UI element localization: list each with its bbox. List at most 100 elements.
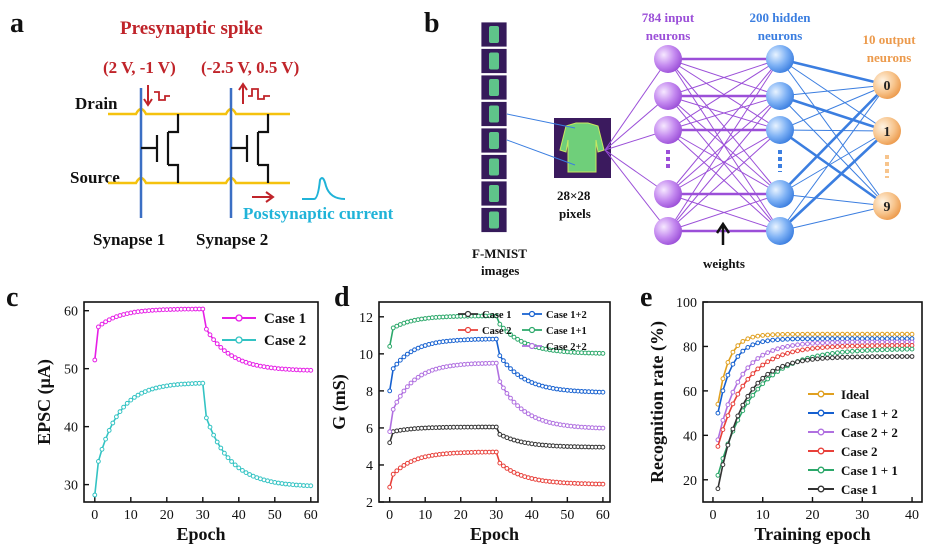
data-point [114, 414, 119, 420]
data-point [103, 436, 108, 442]
data-point [740, 383, 746, 389]
data-point [904, 354, 910, 359]
data-point [815, 331, 820, 337]
y-tick-label: 6 [366, 422, 373, 437]
postsynaptic-label: Postsynaptic current [243, 204, 394, 223]
data-point [874, 347, 880, 353]
series-line [717, 348, 913, 476]
data-point [830, 331, 835, 337]
data-point [745, 393, 751, 399]
x-tick-label: 40 [232, 508, 246, 523]
input-hidden-link [667, 95, 781, 131]
data-point [397, 357, 403, 363]
output-neuron [873, 192, 901, 220]
fmnist-thumb-item [489, 105, 499, 123]
fmnist-thumb-item [489, 211, 499, 229]
data-point [849, 339, 855, 345]
data-point [795, 348, 800, 354]
data-point [810, 346, 815, 351]
data-point [765, 359, 771, 365]
data-point [308, 367, 314, 373]
data-point [869, 343, 875, 349]
data-point [240, 468, 245, 473]
data-point [760, 375, 766, 381]
data-point [497, 353, 503, 359]
data-point [820, 345, 825, 351]
x-axis-label: Training epoch [754, 524, 870, 544]
data-point [511, 369, 517, 375]
data-point [99, 446, 105, 452]
data-point [405, 384, 410, 390]
data-point [715, 486, 721, 492]
data-point [755, 333, 761, 339]
hidden-neuron [766, 217, 794, 245]
legend-marker [235, 314, 243, 322]
hidden-output-link [779, 84, 888, 195]
data-point [760, 333, 766, 338]
data-point [412, 377, 417, 383]
data-point [825, 340, 830, 346]
weights-label: weights [703, 256, 745, 271]
x-axis-label: Epoch [176, 524, 225, 544]
hidden-output-link [779, 94, 888, 133]
data-point [879, 347, 885, 353]
y-tick-label: 80 [683, 340, 697, 355]
data-point [390, 471, 396, 477]
data-point [825, 336, 830, 342]
data-point [725, 372, 731, 378]
data-point [909, 331, 915, 337]
data-point [899, 331, 905, 337]
images-label-1: F-MNIST [472, 246, 527, 261]
fmnist-thumb-item [489, 132, 499, 149]
data-point [785, 350, 790, 356]
input-neuron [654, 116, 682, 144]
hidden-output-link [779, 84, 888, 97]
data-point [222, 450, 227, 456]
y-tick-label: 50 [64, 363, 78, 378]
x-tick-label: 40 [905, 508, 919, 523]
data-point [200, 380, 206, 386]
transistor-2 [231, 114, 270, 183]
legend-marker [464, 310, 472, 318]
down-arrow-icon [143, 85, 153, 107]
legend-label: Case 1 [841, 482, 877, 497]
data-point [770, 348, 776, 353]
data-point [600, 481, 606, 487]
data-point [790, 331, 795, 337]
data-point [800, 336, 805, 342]
data-point [236, 465, 242, 471]
series-line [717, 344, 912, 447]
input-hidden-link [667, 129, 781, 232]
x-tick-label: 0 [709, 508, 716, 523]
input-hidden-link [667, 193, 781, 232]
legend-label: Case 2 [482, 326, 511, 337]
data-point [830, 340, 835, 346]
data-point [894, 347, 900, 352]
data-point [780, 363, 785, 369]
x-tick-label: 50 [560, 508, 574, 523]
input-neuron [654, 180, 682, 208]
data-point [715, 410, 721, 416]
data-point [805, 341, 810, 347]
data-point [765, 376, 771, 382]
data-point [735, 343, 741, 349]
data-point [493, 424, 499, 430]
data-point [755, 356, 761, 361]
data-point [795, 336, 800, 342]
data-point [770, 368, 776, 374]
data-point [387, 484, 393, 490]
data-point [218, 445, 224, 451]
data-point [735, 413, 741, 419]
data-point [715, 472, 721, 478]
data-point [840, 340, 845, 345]
data-point [854, 343, 860, 349]
data-point [730, 426, 736, 432]
data-point [810, 331, 815, 337]
data-point [497, 460, 503, 466]
legend: Case 1 Case 2 [222, 311, 306, 349]
legend: Case 1 Case 2 Case 1+2 Case 1+1 Case 2+2 [458, 310, 587, 353]
data-point [904, 343, 910, 348]
data-point [515, 403, 520, 409]
x-tick-label: 20 [160, 508, 174, 523]
